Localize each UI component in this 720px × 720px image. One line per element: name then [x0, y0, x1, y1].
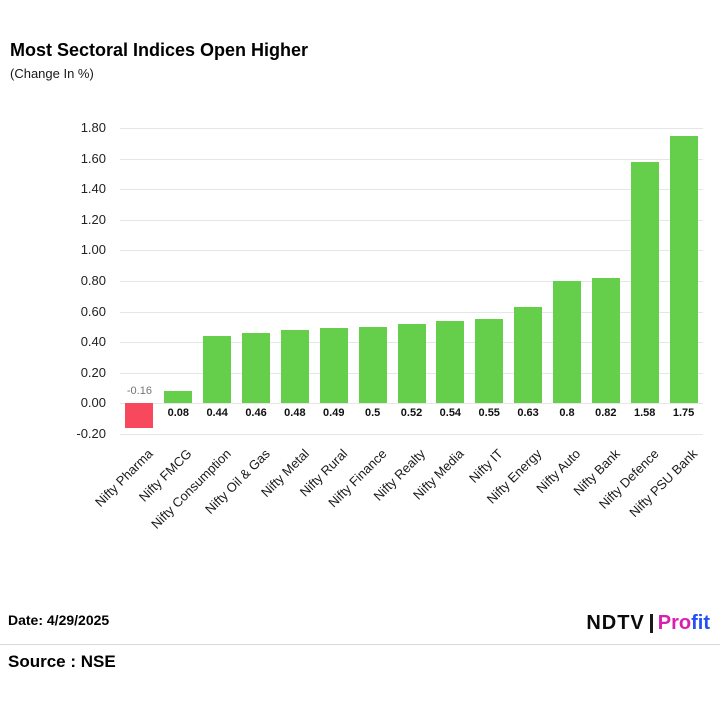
gridline	[120, 403, 703, 405]
gridline	[120, 250, 703, 252]
bar-value-label: 0.8	[559, 407, 575, 420]
gridline	[120, 281, 703, 282]
y-tick-label: 0.80	[80, 273, 106, 288]
bar-nifty-fmcg	[164, 391, 193, 404]
bar-nifty-oil-gas	[242, 333, 271, 404]
bar-nifty-auto	[552, 281, 581, 404]
bar-nifty-pharma	[125, 403, 154, 428]
bar-nifty-bank	[591, 277, 620, 404]
ndtv-profit-logo: NDTV Profit	[586, 612, 710, 635]
footer-divider	[0, 644, 720, 645]
date-label: Date: 4/29/2025	[8, 612, 110, 628]
y-tick-label: 1.20	[80, 211, 106, 227]
x-axis-label: Nifty PSU Bank	[626, 446, 701, 520]
bar-value-label: 0.55	[478, 407, 500, 420]
y-tick-label: 1.00	[80, 242, 106, 258]
bar-value-label: 0.44	[206, 407, 228, 420]
gridline	[120, 311, 703, 313]
y-tick-label: 1.80	[80, 120, 106, 135]
y-tick-label: 0.00	[80, 395, 106, 411]
bar-value-label: 0.5	[364, 407, 381, 420]
bar-value-label: 0.63	[517, 407, 539, 420]
gridline	[120, 189, 703, 191]
bar-nifty-defence	[630, 161, 659, 404]
bar-value-label: 0.54	[439, 407, 462, 420]
gridline	[120, 219, 703, 221]
bar-value-label: 1.75	[672, 407, 695, 420]
ndtv-logo-text: NDTV	[586, 612, 645, 634]
chart-title: Most Sectoral Indices Open Higher	[10, 40, 309, 60]
bar-nifty-psu-bank	[669, 135, 698, 404]
bar-nifty-consumption	[203, 336, 232, 404]
bar-nifty-it	[475, 319, 504, 404]
gridline	[120, 434, 703, 435]
bar-nifty-media	[436, 320, 465, 404]
chart-subtitle: (Change In %)	[10, 66, 94, 81]
bar-nifty-metal	[280, 329, 309, 404]
bar-nifty-realty	[397, 323, 426, 404]
y-tick-label: 1.40	[80, 181, 106, 197]
logo-divider-bar	[649, 614, 653, 633]
x-axis: Nifty Pharma Nifty FMCG Nifty Consumption N…	[92, 438, 703, 578]
y-tick-label: 0.40	[80, 334, 106, 350]
plot-area: -0.16 0.08 0.44 0.46 0.48 0.49 0.5 0.52 0.54 0.55…	[120, 128, 703, 435]
y-tick-label: 0.20	[80, 364, 106, 380]
gridline	[120, 158, 703, 160]
profit-logo-text: Profit	[657, 612, 710, 634]
bar-value-label: 0.49	[323, 407, 345, 420]
y-tick-label: -0.20	[76, 426, 106, 441]
y-axis: -0.20 0.00 0.20 0.40 0.60 0.80 1.00 1.20 1.40 1.6…	[48, 120, 112, 441]
bar-value-label: 0.08	[167, 407, 189, 420]
bar-nifty-finance	[358, 326, 387, 404]
bar-value-label: 0.52	[400, 407, 423, 420]
gridline	[120, 128, 703, 129]
y-tick-label: 0.60	[80, 303, 106, 319]
bar-nifty-rural	[319, 328, 348, 404]
bar-nifty-energy	[514, 307, 543, 404]
bar-value-label: 0.82	[595, 407, 617, 420]
bar-value-label: 0.48	[284, 407, 306, 420]
bar-value-label: -0.16	[126, 385, 152, 398]
bar-value-label: 1.58	[633, 407, 656, 420]
y-tick-label: 1.60	[80, 150, 106, 166]
source-label: Source : NSE	[8, 652, 116, 671]
bar-value-label: 0.46	[245, 407, 267, 420]
